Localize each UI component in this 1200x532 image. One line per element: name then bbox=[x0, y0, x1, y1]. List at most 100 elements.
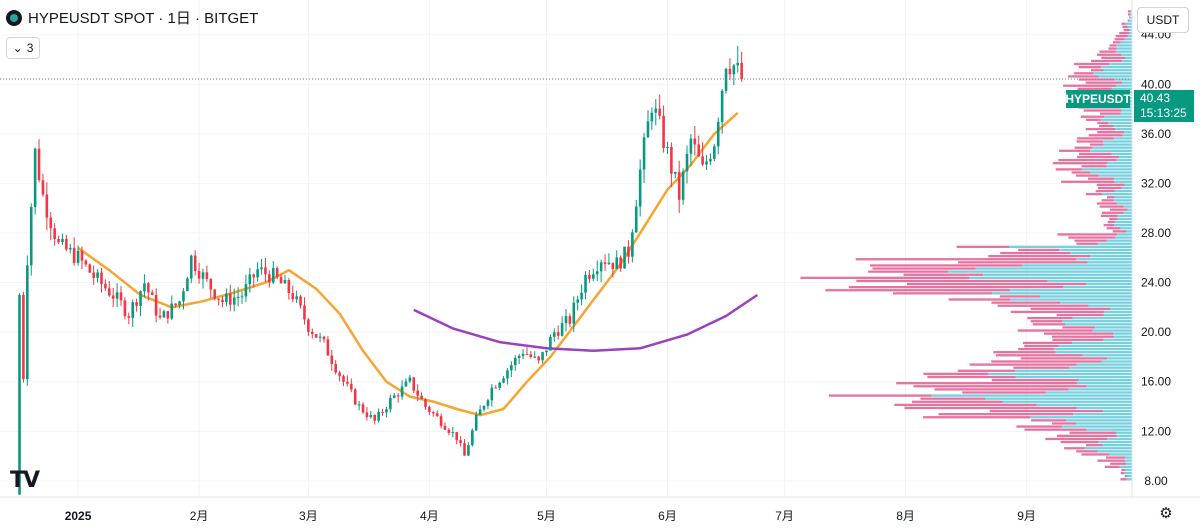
volume-bar-buy bbox=[1114, 224, 1132, 227]
candle-body bbox=[658, 108, 661, 116]
volume-bar-buy bbox=[1097, 242, 1132, 245]
candle-body bbox=[451, 432, 455, 434]
candle-body bbox=[283, 280, 287, 284]
volume-bar-sell bbox=[999, 295, 1041, 298]
volume-bar-buy bbox=[1107, 357, 1132, 360]
volume-bar-buy bbox=[1030, 416, 1132, 419]
candle-body bbox=[318, 336, 322, 338]
volume-bar-buy bbox=[1090, 171, 1132, 174]
volume-bar-sell bbox=[1077, 137, 1114, 140]
volume-bar-sell bbox=[1112, 41, 1121, 44]
candle-body bbox=[650, 112, 654, 122]
candle-body bbox=[713, 146, 716, 159]
volume-bar-sell bbox=[1052, 338, 1104, 341]
volume-bar-sell bbox=[1103, 224, 1115, 227]
volume-bar-sell bbox=[1000, 251, 1071, 255]
volume-bar-buy bbox=[931, 394, 1132, 397]
candle-body bbox=[186, 278, 189, 292]
candle-body bbox=[236, 296, 240, 298]
candle-body bbox=[57, 239, 60, 243]
candle-body bbox=[510, 365, 513, 371]
symbol-title[interactable]: HYPEUSDT SPOT · 1日 · BITGET bbox=[28, 10, 259, 27]
candle-body bbox=[268, 274, 271, 283]
volume-bar-buy bbox=[1130, 16, 1132, 19]
volume-bar-sell bbox=[1124, 474, 1128, 478]
volume-bar-buy bbox=[1070, 251, 1132, 255]
candle-body bbox=[310, 331, 314, 335]
candle-body bbox=[611, 262, 615, 269]
candle-body bbox=[373, 415, 377, 421]
candle-body bbox=[279, 277, 283, 284]
candle-body bbox=[599, 262, 603, 272]
volume-bar-buy bbox=[1102, 444, 1132, 447]
volume-bar-buy bbox=[1009, 289, 1132, 292]
volume-bar-sell bbox=[894, 403, 1037, 407]
candle-body bbox=[720, 90, 724, 122]
gear-icon[interactable]: ⚙ bbox=[1159, 505, 1173, 522]
candle-body bbox=[541, 352, 544, 361]
candle-body bbox=[111, 295, 115, 299]
candle-body bbox=[396, 395, 400, 397]
volume-bar-buy bbox=[1117, 233, 1132, 236]
volume-bar-sell bbox=[1052, 422, 1077, 425]
candle-body bbox=[677, 171, 681, 200]
volume-profile bbox=[800, 10, 1132, 481]
volume-bar-buy bbox=[1127, 35, 1132, 38]
time-axis[interactable]: 2025 2月 3月 4月 5月 6月 7月 8月 9月 bbox=[0, 496, 1200, 523]
y-tick-label: 28.00 bbox=[1141, 226, 1171, 240]
volume-bar-buy bbox=[1121, 109, 1132, 112]
volume-bar-sell bbox=[800, 276, 970, 279]
volume-bar-sell bbox=[923, 416, 1031, 419]
volume-bar-buy bbox=[1084, 447, 1132, 450]
volume-bar-buy bbox=[1090, 254, 1132, 258]
indicator-toggle-button[interactable]: ⌄ 3 bbox=[6, 37, 40, 59]
volume-bar-sell bbox=[1056, 434, 1117, 438]
candle-body bbox=[556, 332, 560, 336]
volume-bar-sell bbox=[969, 363, 1077, 366]
currency-button[interactable]: USDT bbox=[1137, 7, 1189, 33]
x-tick-label: 8月 bbox=[896, 509, 915, 523]
chart-header[interactable]: HYPEUSDT SPOT · 1日 · BITGET bbox=[6, 7, 258, 28]
candle-body bbox=[178, 301, 181, 305]
volume-bar-buy bbox=[1062, 320, 1132, 323]
volume-bar-buy bbox=[1072, 316, 1132, 320]
candle-body bbox=[350, 383, 353, 390]
volume-bar-buy bbox=[1103, 310, 1132, 314]
volume-bar-sell bbox=[1091, 69, 1104, 72]
volume-bar-buy bbox=[1109, 453, 1132, 456]
volume-bar-buy bbox=[1098, 174, 1132, 177]
y-tick-label: 40.00 bbox=[1141, 77, 1171, 91]
volume-bar-buy bbox=[1119, 465, 1132, 468]
candle-body bbox=[342, 376, 345, 382]
candle-body bbox=[533, 356, 537, 358]
tradingview-logo[interactable]: TV bbox=[10, 468, 40, 493]
volume-bar-sell bbox=[1120, 478, 1127, 481]
volume-bar-sell bbox=[1091, 59, 1123, 63]
volume-bar-sell bbox=[1096, 202, 1117, 205]
volume-bar-sell bbox=[1109, 208, 1128, 211]
volume-bar-sell bbox=[1077, 87, 1112, 90]
volume-bar-sell bbox=[1067, 75, 1099, 78]
candle-body bbox=[61, 238, 64, 243]
candle-body bbox=[271, 268, 275, 283]
y-tick-label: 20.00 bbox=[1141, 325, 1171, 339]
volume-bar-buy bbox=[1022, 264, 1132, 267]
volume-bar-sell bbox=[1010, 310, 1104, 314]
x-tick-label: 2025 bbox=[65, 509, 92, 523]
price-axis[interactable]: 8.00 12.00 16.00 20.00 24.00 28.00 32.00 36.00 4… bbox=[1131, 0, 1171, 497]
volume-bar-sell bbox=[1120, 471, 1125, 475]
candle-body bbox=[80, 250, 84, 261]
volume-bar-buy bbox=[1125, 459, 1132, 462]
symbol-price-label: HYPEUSDT bbox=[1065, 90, 1131, 108]
candle-body bbox=[209, 278, 213, 290]
candle-body bbox=[119, 292, 123, 301]
volume-bar-sell bbox=[988, 254, 1091, 258]
volume-bar-sell bbox=[1020, 357, 1108, 360]
candle-body bbox=[490, 387, 494, 401]
candle-body bbox=[439, 416, 443, 426]
volume-bar-sell bbox=[906, 282, 1087, 286]
candle-body bbox=[45, 194, 49, 218]
volume-bar-buy bbox=[1114, 78, 1132, 81]
x-tick-label: 4月 bbox=[420, 509, 439, 523]
